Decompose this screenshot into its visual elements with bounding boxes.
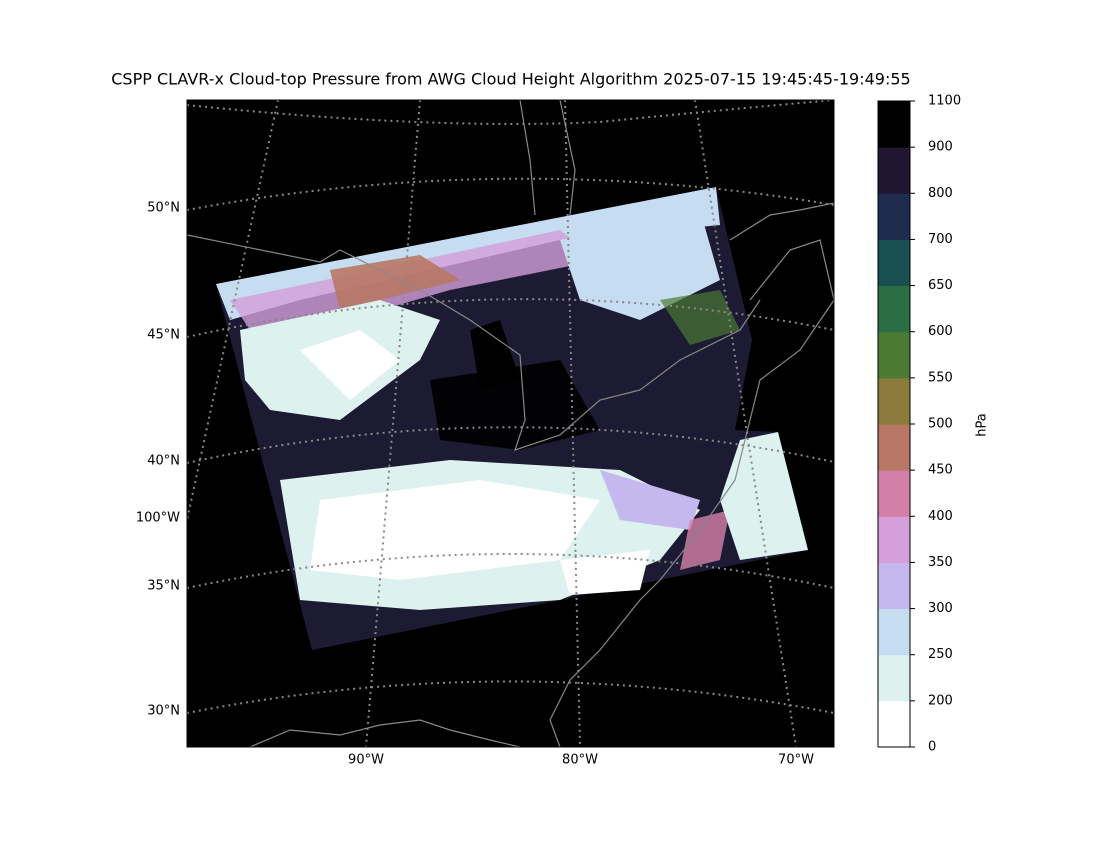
cloud-blobs (216, 187, 808, 610)
title: CSPP CLAVR-x Cloud-top Pressure from AWG… (111, 70, 910, 89)
coastlines (187, 100, 834, 747)
lon-label: 70°W (778, 753, 814, 768)
map-labels: 50°N 45°N 40°N 35°N 30°N 100°W 90°W 80°W 70°W (136, 201, 814, 768)
lat-label: 35°N (147, 579, 180, 594)
colorbar-bin (878, 700, 910, 748)
lat-label: 45°N (147, 328, 180, 343)
colorbar-tick-label: 250 (928, 647, 953, 662)
colorbar-label: hPa (975, 413, 990, 436)
lat-label: 50°N (147, 201, 180, 216)
colorbar-tick-label: 700 (928, 232, 953, 247)
map-frame (186, 99, 835, 748)
colorbar-bin (878, 608, 910, 656)
colorbar-tick-label: 0 (928, 740, 936, 755)
colorbar-bin (878, 193, 910, 240)
colorbar-tick-label: 350 (928, 555, 953, 570)
colorbar-bin (878, 562, 910, 610)
lon-label: 80°W (562, 753, 598, 768)
colorbar-tick-label: 600 (928, 324, 953, 339)
colorbar-bin (878, 239, 910, 287)
colorbar-bin (878, 424, 910, 471)
colorbar-bin (878, 654, 910, 702)
lon-label: 100°W (136, 511, 180, 526)
colorbar-bin (878, 377, 910, 425)
colorbar-tick-label: 300 (928, 601, 953, 616)
colorbar-tick-label: 800 (928, 186, 953, 201)
map (187, 100, 834, 747)
graticule (187, 100, 834, 747)
colorbar-tick-label: 400 (928, 509, 953, 524)
colorbar-bin (878, 516, 910, 563)
lat-label: 30°N (147, 704, 180, 719)
colorbar-tick-label: 650 (928, 278, 953, 293)
lat-label: 40°N (147, 454, 180, 469)
lon-label: 90°W (348, 753, 384, 768)
colorbar-tick-label: 500 (928, 417, 953, 432)
colorbar-tick-label: 200 (928, 693, 953, 708)
colorbar-tick-label: 900 (928, 140, 953, 155)
colorbar-bin (878, 147, 910, 194)
colorbar-tick-label: 450 (928, 463, 953, 478)
colorbar: 0 200 250 300 350 400 450 500 550 600 650 700 800 900… (877, 94, 961, 755)
colorbar-bin (878, 101, 910, 148)
colorbar-bin (878, 285, 910, 333)
colorbar-tick-label: 1100 (928, 94, 961, 109)
colorbar-bin (878, 331, 910, 379)
colorbar-tick-label: 550 (928, 370, 953, 385)
colorbar-bin (878, 470, 910, 517)
